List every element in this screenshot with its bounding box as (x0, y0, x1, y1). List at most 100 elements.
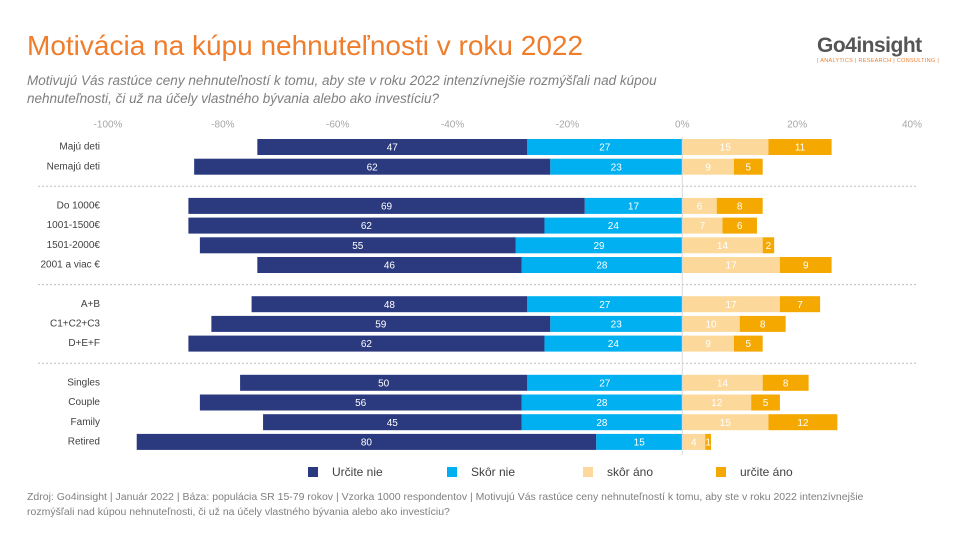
bar-segment (682, 315, 740, 332)
x-tick-label: -20% (556, 120, 579, 131)
bar-segment (199, 394, 522, 411)
bar-segment (251, 296, 528, 313)
value-label: 12 (711, 398, 723, 409)
value-label: 1 (705, 438, 711, 449)
category-label: 1501-2000€ (47, 240, 101, 251)
bar-segment (779, 257, 832, 273)
bar-segment (596, 433, 683, 450)
value-label: 12 (797, 418, 809, 429)
value-label: 6 (737, 221, 743, 232)
bar-segment (682, 237, 763, 254)
value-label: 7 (700, 221, 706, 232)
value-label: 8 (737, 202, 743, 213)
value-label: 17 (628, 202, 640, 213)
category-label: Singles (67, 377, 100, 388)
value-label: 5 (763, 398, 769, 409)
bar-segment (584, 197, 683, 214)
value-label: 6 (697, 202, 703, 213)
bar-segment (682, 296, 780, 313)
x-tick-label: -100% (94, 120, 123, 131)
value-label: 56 (355, 398, 367, 409)
value-label: 14 (717, 378, 729, 389)
value-label: 15 (720, 418, 732, 429)
bar-segment (527, 374, 683, 391)
x-tick-label: 40% (902, 120, 922, 131)
value-label: 9 (803, 261, 809, 272)
value-label: 4 (691, 438, 697, 449)
value-label: 7 (797, 300, 803, 311)
value-label: 27 (599, 300, 611, 311)
category-label: D+E+F (68, 338, 100, 349)
bar-segment (739, 315, 786, 332)
bar-segment (194, 158, 551, 175)
value-label: 80 (361, 438, 373, 449)
bar-segment (257, 139, 528, 155)
bar-segment (705, 433, 711, 450)
value-label: 28 (596, 418, 608, 429)
value-label: 29 (593, 241, 605, 252)
bar-segment (716, 197, 763, 214)
legend-label: Skôr nie (471, 465, 515, 479)
value-label: 23 (611, 320, 623, 331)
bar-segment (521, 414, 683, 431)
category-label: Majú deti (59, 142, 100, 153)
value-label: 9 (705, 339, 711, 350)
bar-segment (768, 414, 838, 431)
bar-segment (136, 433, 597, 450)
x-tick-label: -80% (211, 120, 234, 131)
x-tick-label: 0% (675, 120, 690, 131)
category-label: A+B (81, 299, 101, 310)
bar-segment (521, 394, 683, 411)
value-label: 15 (720, 143, 732, 154)
bar-segment (751, 394, 780, 411)
bar-segment (768, 139, 832, 155)
bar-segment (682, 158, 734, 175)
logo-tagline: | ANALYTICS | RESEARCH | CONSULTING | (817, 58, 940, 64)
legend-swatch (583, 467, 593, 477)
source: Zdroj: Go4insight | Január 2022 | Báza: … (27, 491, 864, 518)
category-label: Do 1000€ (57, 201, 101, 212)
title: Motivácia na kúpu nehnuteľnosti v roku 2… (27, 30, 584, 61)
bar-segment (550, 158, 683, 175)
value-label: 27 (599, 143, 611, 154)
value-label: 28 (596, 398, 608, 409)
bar-segment (527, 296, 683, 313)
value-label: 8 (760, 320, 766, 331)
category-label: C1+C2+C3 (50, 319, 100, 330)
bar-segment (682, 394, 752, 411)
category-label: 2001 a viac € (41, 260, 101, 271)
value-label: 62 (361, 221, 373, 232)
value-label: 23 (611, 162, 623, 173)
value-label: 55 (352, 241, 364, 252)
value-label: 28 (596, 261, 608, 272)
category-label: Retired (68, 437, 100, 448)
legend-swatch (308, 467, 318, 477)
bar-segment (550, 315, 683, 332)
bar-segment (779, 296, 821, 313)
subtitle: Motivujú Vás rastúce ceny nehnuteľností … (27, 73, 657, 106)
bar-segment (199, 237, 516, 254)
bar-segment (682, 335, 734, 352)
legend-label: Určite nie (332, 465, 383, 479)
value-label: 15 (634, 438, 646, 449)
bar-segment (733, 158, 763, 175)
bar-segment (722, 217, 757, 234)
logo: Go4insight (817, 34, 922, 57)
value-label: 14 (717, 241, 729, 252)
bar-segment (544, 335, 683, 352)
value-label: 46 (384, 261, 396, 272)
bar-segment (188, 197, 585, 214)
legend-swatch (447, 467, 457, 477)
value-label: 69 (381, 202, 393, 213)
value-label: 27 (599, 378, 611, 389)
value-label: 11 (795, 143, 806, 154)
bar-segment (527, 139, 683, 155)
bar-segment (188, 335, 545, 352)
value-label: 24 (608, 221, 620, 232)
bar-segment (682, 414, 769, 431)
value-label: 62 (361, 339, 373, 350)
value-label: 17 (726, 261, 738, 272)
category-label: Couple (68, 397, 100, 408)
value-label: 24 (608, 339, 620, 350)
